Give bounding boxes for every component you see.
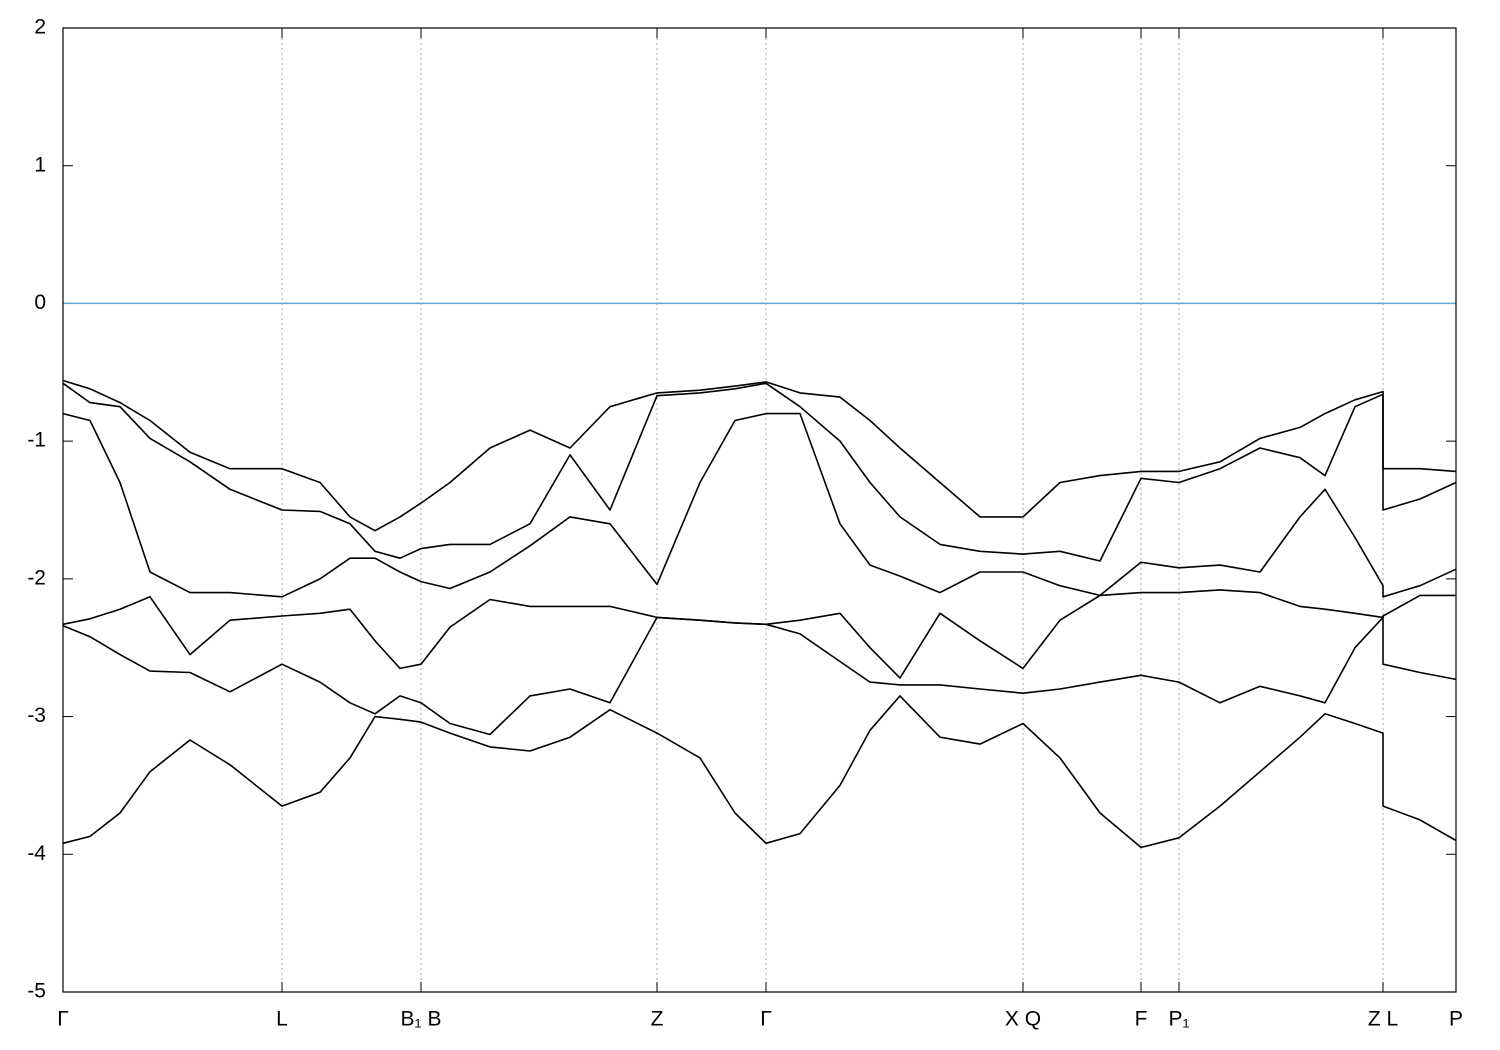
x-tick-label: Γ <box>57 1008 69 1031</box>
x-tick-label: X Q <box>1005 1008 1041 1031</box>
band-line <box>62 589 1456 679</box>
band-line <box>62 379 1457 532</box>
plot-frame <box>62 27 1457 993</box>
y-tick-label: -3 <box>27 704 46 727</box>
y-tick-label: 1 <box>34 153 46 176</box>
x-tick-label: Γ <box>760 1008 772 1031</box>
x-tick-label: F <box>1135 1008 1148 1031</box>
x-tick-label: Z L <box>1368 1008 1398 1031</box>
band-line <box>62 412 1457 598</box>
y-tick-label: 0 <box>34 291 46 314</box>
x-tick-label: L <box>276 1008 288 1031</box>
x-tick-label: P <box>1449 1008 1463 1031</box>
y-tick-label: 2 <box>34 16 46 39</box>
x-tick-label: B₁ B <box>401 1008 442 1031</box>
x-tick-label: Z <box>651 1008 664 1031</box>
y-tick-label: -5 <box>27 980 46 1003</box>
x-tick-label: P₁ <box>1168 1008 1189 1031</box>
band-line <box>62 616 1457 736</box>
y-tick-label: -2 <box>27 566 46 589</box>
band-line <box>62 382 1457 562</box>
y-tick-label: -1 <box>27 429 46 452</box>
band-line <box>62 695 1457 849</box>
y-tick-label: -4 <box>27 842 46 865</box>
